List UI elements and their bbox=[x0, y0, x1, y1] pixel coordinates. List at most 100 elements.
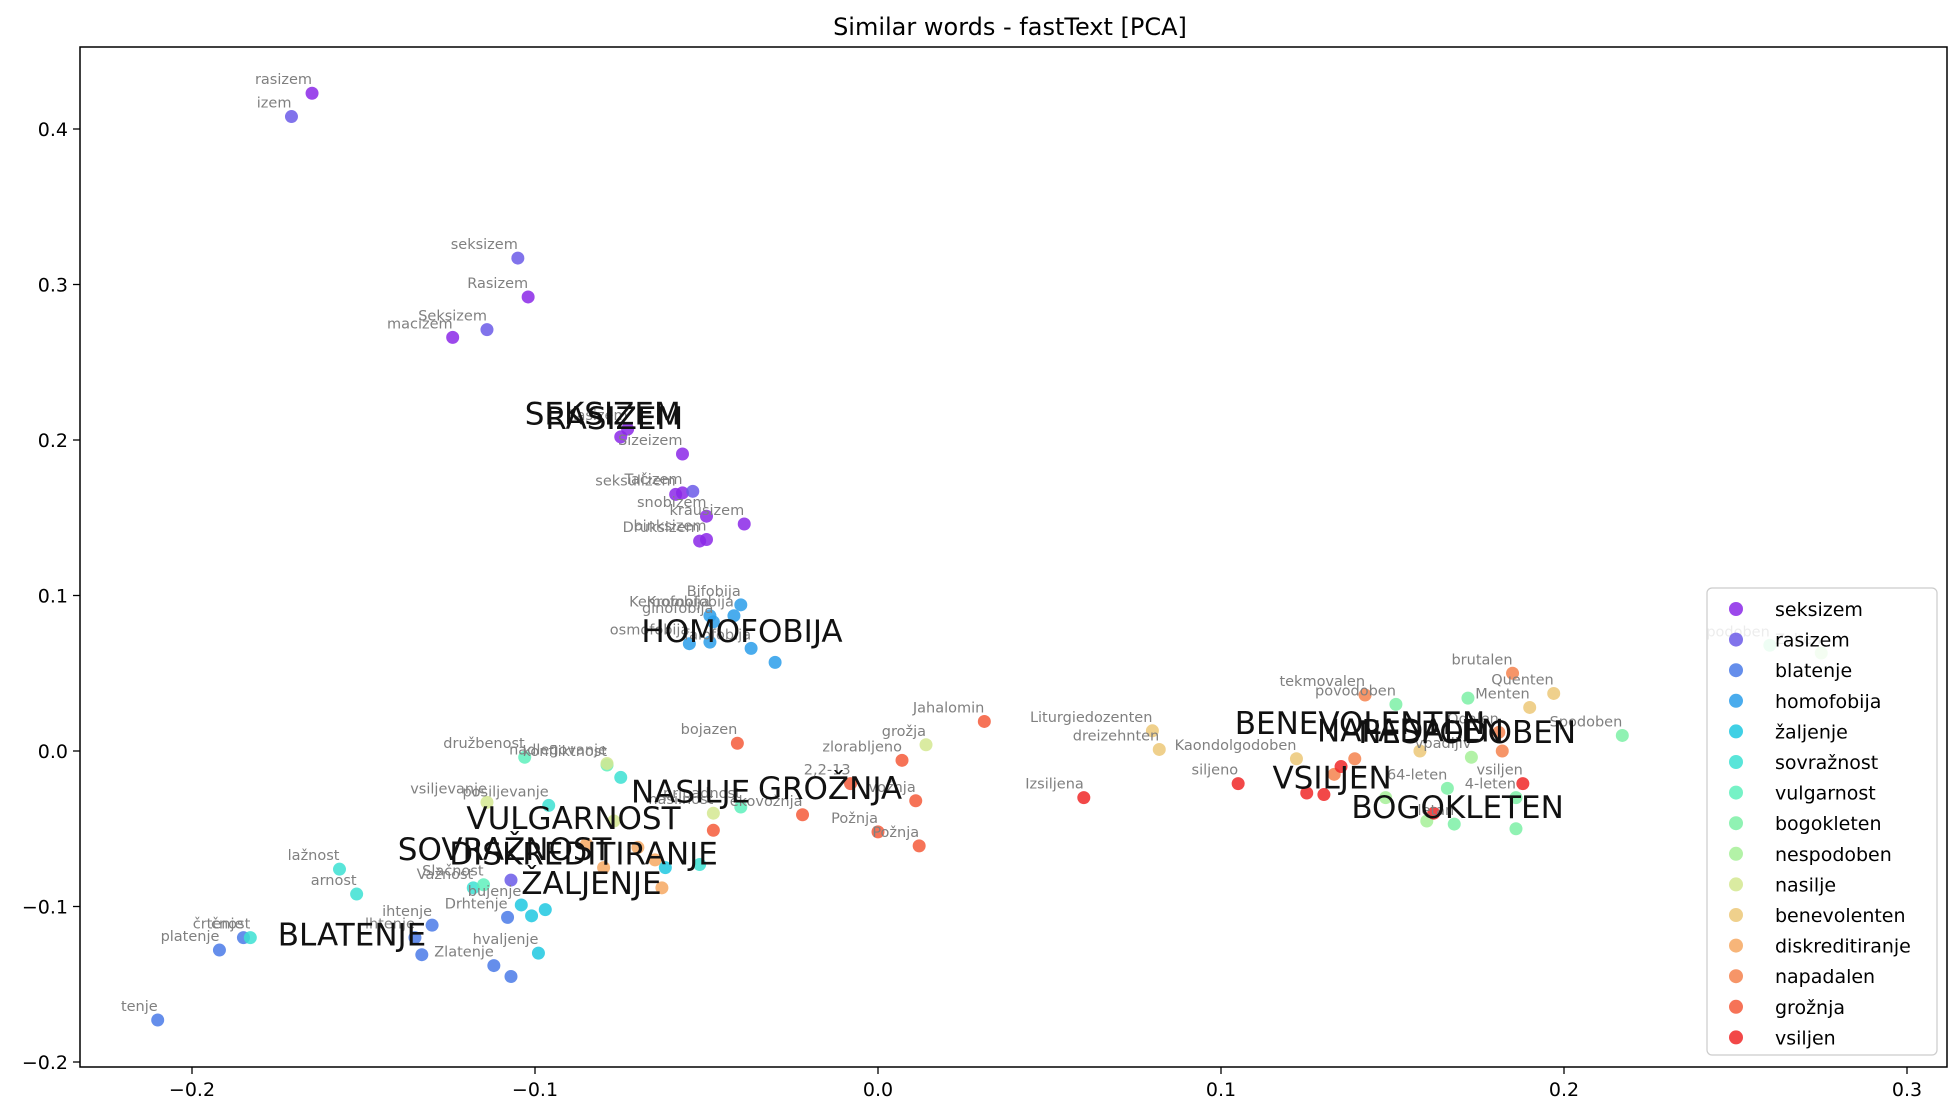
data-point bbox=[648, 853, 662, 867]
query-word-label: NESPODOBEN bbox=[1358, 715, 1576, 751]
x-tick-label: 0.0 bbox=[863, 1079, 893, 1101]
data-point bbox=[531, 946, 545, 960]
legend-marker bbox=[1729, 846, 1743, 861]
word-label: arnost bbox=[311, 873, 357, 889]
data-point bbox=[415, 948, 429, 962]
legend-marker bbox=[1729, 663, 1743, 678]
data-point bbox=[1317, 788, 1331, 802]
x-tick-label: 0.3 bbox=[1892, 1079, 1922, 1101]
word-label: 64-leten bbox=[1387, 767, 1447, 783]
data-point bbox=[700, 509, 713, 523]
legend-label: grožnja bbox=[1775, 997, 1845, 1019]
y-tick-label: 0.1 bbox=[38, 586, 68, 608]
query-word-label: NAPADALEN bbox=[1317, 714, 1504, 750]
word-label: Izsiljena bbox=[1025, 777, 1084, 793]
legend-label: benevolenten bbox=[1775, 905, 1906, 927]
data-point bbox=[1300, 786, 1314, 800]
word-label: osmofobija bbox=[610, 623, 690, 639]
x-tick-label: 0.1 bbox=[1206, 1079, 1236, 1101]
data-point bbox=[1506, 666, 1520, 680]
chart-title: Similar words - fastText [PCA] bbox=[833, 13, 1187, 41]
plot-frame bbox=[79, 46, 1948, 1068]
word-label: Kromofobija bbox=[647, 595, 734, 611]
word-label: vsiljen bbox=[1476, 763, 1522, 779]
word-label: čnost bbox=[211, 917, 251, 933]
y-tick-label: 0.2 bbox=[38, 430, 68, 452]
word-label: Slačnost bbox=[422, 864, 484, 880]
data-point bbox=[912, 839, 926, 853]
data-point bbox=[579, 837, 593, 851]
data-point bbox=[1440, 781, 1454, 795]
x-axis: −0.2 −0.1 0.0 0.1 0.2 0.3 bbox=[169, 1067, 1922, 1101]
legend-label: homofobija bbox=[1775, 691, 1881, 713]
data-point bbox=[871, 825, 885, 839]
legend-label: bogokleten bbox=[1775, 813, 1882, 835]
data-point bbox=[446, 330, 460, 344]
word-label: Drhtenje bbox=[445, 896, 508, 912]
word-label: dreizehnten bbox=[1073, 728, 1160, 744]
data-point bbox=[1516, 777, 1530, 791]
data-point bbox=[706, 806, 720, 820]
legend-marker bbox=[1729, 724, 1743, 739]
word-label: krausizem bbox=[670, 503, 745, 519]
word-label: zlorabljeno bbox=[822, 739, 902, 755]
word-label: grožja bbox=[882, 724, 926, 740]
word-label: ekovožnja bbox=[730, 794, 803, 810]
data-point bbox=[703, 635, 717, 649]
word-label: macizem bbox=[387, 316, 453, 332]
data-point bbox=[844, 777, 858, 791]
word-label: lažnost bbox=[288, 848, 340, 864]
data-point bbox=[1413, 744, 1427, 758]
data-point bbox=[542, 798, 556, 812]
legend-label: vsiljen bbox=[1775, 1027, 1836, 1049]
word-label: Zlatenje bbox=[434, 945, 494, 961]
word-label: letan bbox=[1418, 803, 1455, 819]
data-point bbox=[1615, 728, 1629, 742]
legend-marker bbox=[1729, 693, 1743, 708]
data-point bbox=[730, 736, 744, 750]
legend: seksizem rasizem blatenje homofobija žaljenj… bbox=[1706, 587, 1938, 1056]
word-label: platenje bbox=[161, 929, 220, 945]
query-word-label: RASIZEM bbox=[545, 401, 683, 437]
data-point bbox=[1379, 791, 1393, 805]
word-label: izem bbox=[257, 96, 292, 112]
data-point bbox=[466, 881, 480, 895]
data-point bbox=[682, 637, 696, 651]
word-label: 4-leten bbox=[1465, 777, 1516, 793]
legend-label: blatenje bbox=[1775, 660, 1852, 682]
word-label: nadlegovanje bbox=[509, 742, 607, 758]
legend-marker bbox=[1729, 785, 1743, 800]
y-tick-label: 0.3 bbox=[38, 275, 68, 297]
y-tick-label: 0.0 bbox=[38, 741, 68, 763]
word-label: Bifobija bbox=[687, 584, 741, 600]
word-label: bujenje bbox=[468, 884, 522, 900]
legend-label: rasizem bbox=[1775, 630, 1850, 652]
query-word-label: SEKSIZEM bbox=[525, 396, 681, 432]
data-point bbox=[514, 898, 528, 912]
word-label: ihtenje bbox=[382, 904, 432, 920]
data-point bbox=[480, 323, 494, 337]
data-point bbox=[504, 969, 518, 983]
y-axis: −0.2 −0.1 0.0 0.1 0.2 0.3 0.4 bbox=[22, 119, 80, 1074]
word-label: falofobija bbox=[684, 627, 751, 643]
word-label: Požnja bbox=[872, 825, 919, 841]
word-label: črtenje bbox=[193, 917, 244, 933]
data-point bbox=[1231, 777, 1245, 791]
data-point bbox=[1461, 691, 1475, 705]
word-label: vsiljevanje bbox=[410, 781, 487, 797]
data-point bbox=[1509, 822, 1523, 836]
data-point bbox=[538, 903, 552, 917]
legend-marker bbox=[1729, 908, 1743, 922]
query-word-label: GROŽNJA bbox=[758, 771, 902, 807]
legend-label: diskreditiranje bbox=[1775, 936, 1911, 958]
data-point bbox=[796, 808, 810, 822]
legend-marker bbox=[1729, 602, 1743, 616]
data-point bbox=[1464, 750, 1478, 764]
word-label: Odalen bbox=[1447, 711, 1499, 727]
word-label: seksulizem bbox=[595, 473, 675, 489]
data-point bbox=[151, 1013, 165, 1027]
legend-label: seksizem bbox=[1775, 599, 1863, 621]
word-label: vožnja bbox=[869, 780, 916, 796]
